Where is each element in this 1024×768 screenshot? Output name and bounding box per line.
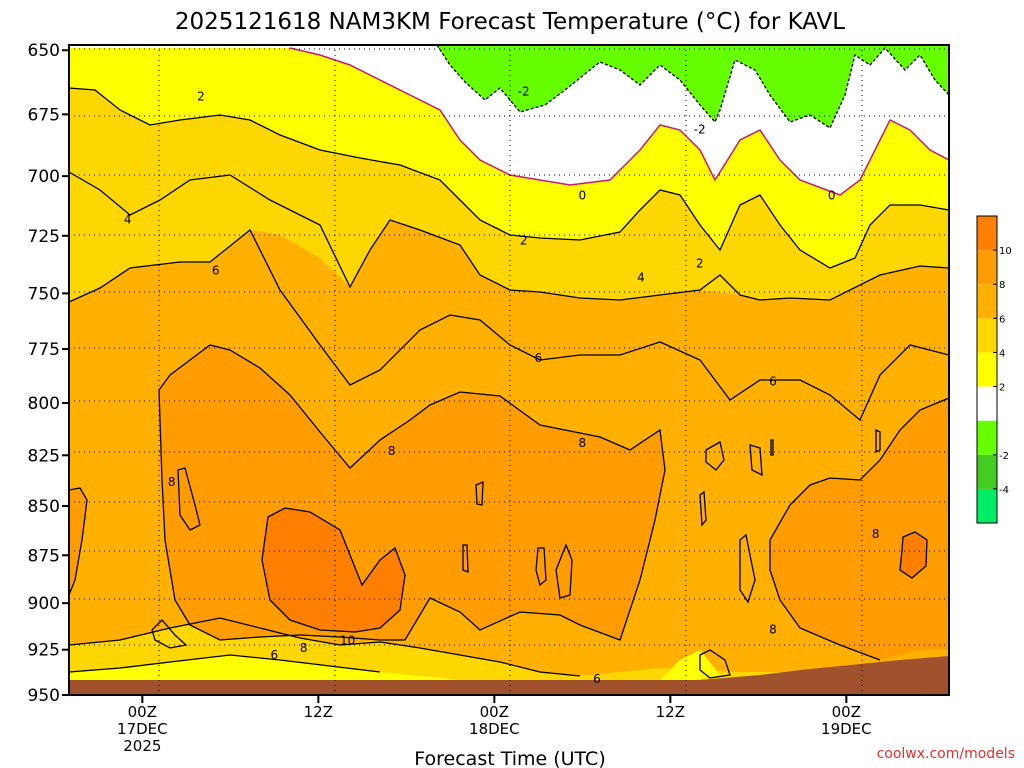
grid (69, 45, 949, 695)
contour-label: 6 (769, 375, 777, 389)
contour-label: 6 (535, 351, 543, 365)
colorbar-label: 2 (999, 383, 1005, 394)
y-tick-label-850: 850 (28, 497, 60, 517)
contour-label: 8 (300, 641, 308, 655)
x-tick-label: 00Z (480, 703, 509, 721)
y-tick-label-775: 775 (28, 340, 60, 360)
ground-terrain (69, 656, 949, 695)
y-tick-label-925: 925 (28, 641, 60, 661)
contour-label: -2 (694, 122, 706, 136)
contour-label: 6 (593, 672, 601, 686)
contour-label: 2 (520, 233, 528, 247)
colorbar-label: 10 (999, 246, 1012, 257)
band-10-to-12-small (900, 532, 927, 578)
band-8-to-10-left (69, 488, 87, 595)
contour-label: 8 (769, 622, 777, 636)
colorbar-segment (977, 454, 997, 489)
x-tick-label: 00Z (832, 703, 861, 721)
contour-label: 8 (579, 436, 587, 450)
contour-label: 2 (197, 90, 205, 104)
y-tick-label-950: 950 (28, 686, 60, 706)
contour-label: 8 (168, 475, 176, 489)
contour-label: 8 (388, 444, 396, 458)
y-tick-label-750: 750 (28, 284, 60, 304)
credit-text: coolwx.com/models (877, 746, 1015, 762)
contour-label: 0 (579, 188, 587, 202)
colorbar-segment (977, 386, 997, 421)
colorbar: -4 -2 2 4 6 8 10 (976, 215, 1012, 524)
y-tick-label-900: 900 (28, 594, 60, 614)
chart-title: 2025121618 NAM3KM Forecast Temperature (… (175, 9, 845, 35)
colorbar-segment (977, 250, 997, 285)
x-tick-label: 12Z (304, 703, 333, 721)
y-tick-label-875: 875 (28, 546, 60, 566)
contour-label: 4 (124, 212, 132, 226)
contour-labels: 2 4 6 8 8 6 8 10 -2 0 2 6 8 6 -2 4 2 6 8 0 8 (124, 85, 880, 686)
x-tick-label: 17DEC (117, 720, 168, 738)
contour-label: 6 (271, 648, 279, 662)
colorbar-segment (977, 318, 997, 353)
x-tick-label: 18DEC (469, 720, 520, 738)
x-tick-label: 2025 (123, 737, 161, 755)
colorbar-segment (977, 488, 997, 523)
contour-lines (69, 87, 949, 679)
colorbar-label: 4 (999, 348, 1005, 359)
colorbar-segment (977, 284, 997, 319)
contour-label: 8 (872, 527, 880, 541)
contour-neg2-dashed (436, 45, 949, 129)
colorbar-label: 6 (999, 314, 1005, 325)
y-tick-label-700: 700 (28, 167, 60, 187)
x-tick-label: 12Z (656, 703, 685, 721)
contour-label: 4 (637, 270, 645, 284)
colorbar-label: 8 (999, 280, 1005, 291)
colorbar-label: -4 (999, 485, 1009, 496)
colorbar-segment (977, 216, 997, 251)
y-tick-label-725: 725 (28, 227, 60, 247)
contour-label: 6 (212, 264, 220, 278)
colorbar-segment (977, 420, 997, 455)
y-axis: 650 675 700 725 750 775 800 825 850 875 900 925 950 (28, 41, 69, 706)
contour-label: 10 (340, 633, 355, 647)
contour-label: 0 (828, 188, 836, 202)
band-neg2-to-0 (437, 45, 949, 128)
contour-label: -2 (518, 85, 530, 99)
y-tick-label-650: 650 (28, 41, 60, 61)
x-axis-label: Forecast Time (UTC) (414, 748, 605, 768)
colorbar-frame (976, 215, 998, 524)
plot-frame (68, 44, 950, 696)
y-tick-label-825: 825 (28, 446, 60, 466)
contour-label: 2 (696, 257, 704, 271)
plot-area: 2 4 6 8 8 6 8 10 -2 0 2 6 8 6 -2 4 2 6 8 0 8 (69, 45, 949, 695)
y-tick-label-675: 675 (28, 105, 60, 125)
band-8-to-10-right (770, 398, 949, 660)
band-10-to-12 (262, 508, 405, 632)
x-tick-label: 00Z (128, 703, 157, 721)
y-tick-label-800: 800 (28, 394, 60, 414)
x-tick-label: 19DEC (821, 720, 872, 738)
colorbar-label: -2 (999, 451, 1009, 462)
contour-0-freezing (289, 47, 949, 196)
colorbar-segment (977, 352, 997, 387)
